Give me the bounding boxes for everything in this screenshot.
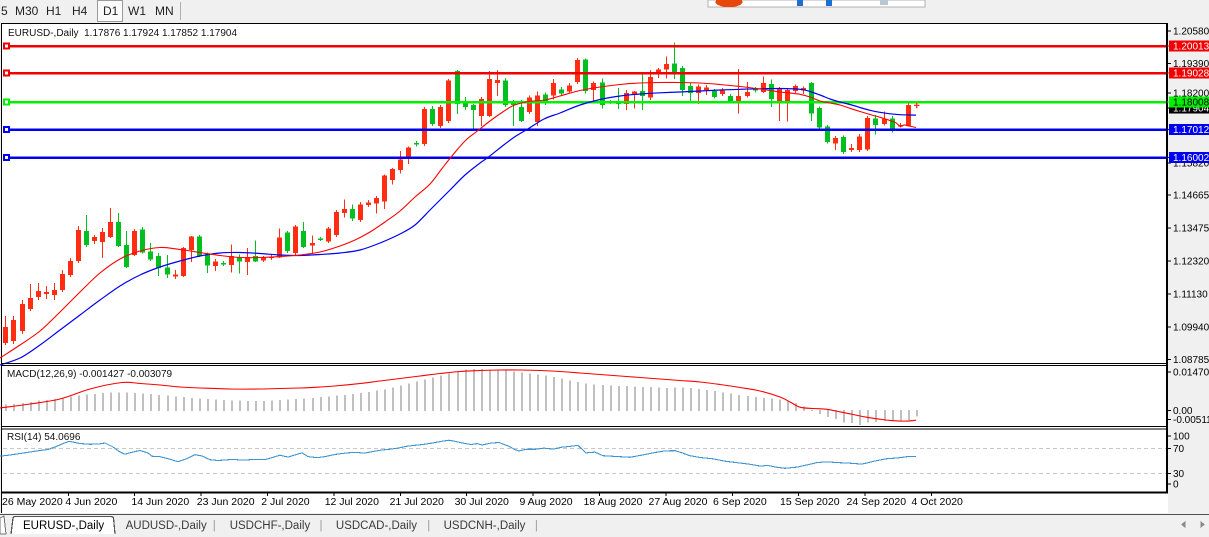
svg-text:MN: MN: [155, 4, 174, 18]
svg-text:1.18008: 1.18008: [1173, 98, 1209, 109]
svg-text:0.00: 0.00: [1173, 406, 1193, 417]
svg-text:1.17904: 1.17904: [1173, 104, 1209, 115]
svg-text:1.17012: 1.17012: [1173, 125, 1209, 136]
svg-text:1.18200: 1.18200: [1173, 89, 1209, 100]
svg-text:100: 100: [1173, 432, 1190, 443]
svg-text:4 Oct 2020: 4 Oct 2020: [912, 496, 964, 508]
svg-text:14 Jun 2020: 14 Jun 2020: [131, 496, 189, 508]
svg-text:2 Jul 2020: 2 Jul 2020: [261, 496, 310, 508]
svg-text:RSI(14) 54.0696: RSI(14) 54.0696: [7, 432, 81, 443]
svg-text:23 Jun 2020: 23 Jun 2020: [197, 496, 255, 508]
svg-text:AUDUSD-,Daily: AUDUSD-,Daily: [126, 520, 207, 532]
svg-text:15 Sep 2020: 15 Sep 2020: [780, 496, 840, 508]
svg-text:W1: W1: [128, 4, 146, 18]
svg-text:30 Jul 2020: 30 Jul 2020: [455, 496, 509, 508]
svg-text:EURUSD-,Daily: EURUSD-,Daily: [23, 520, 104, 532]
svg-text:USDCHF-,Daily: USDCHF-,Daily: [230, 520, 311, 532]
svg-text:9 Aug 2020: 9 Aug 2020: [520, 496, 573, 508]
svg-text:6 Sep 2020: 6 Sep 2020: [713, 496, 767, 508]
svg-text:1.15820: 1.15820: [1173, 159, 1209, 170]
svg-text:0: 0: [1173, 479, 1179, 490]
svg-text:12 Jul 2020: 12 Jul 2020: [325, 496, 379, 508]
svg-text:21 Jul 2020: 21 Jul 2020: [390, 496, 444, 508]
svg-text:0.014706: 0.014706: [1173, 368, 1209, 379]
svg-text:1.09940: 1.09940: [1173, 323, 1209, 334]
svg-text:MACD(12,26,9) -0.001427 -0.003: MACD(12,26,9) -0.001427 -0.003079: [7, 369, 173, 380]
svg-text:1.20013: 1.20013: [1173, 42, 1209, 53]
svg-text:USDCAD-,Daily: USDCAD-,Daily: [336, 520, 417, 532]
svg-text:|: |: [213, 520, 216, 532]
svg-text:24 Sep 2020: 24 Sep 2020: [847, 496, 907, 508]
svg-text:-0.005113: -0.005113: [1173, 415, 1209, 426]
svg-text:H1: H1: [46, 4, 62, 18]
svg-text:1.11130: 1.11130: [1173, 290, 1208, 301]
svg-text:M30: M30: [15, 4, 39, 18]
svg-text:H4: H4: [72, 4, 88, 18]
svg-text:|: |: [535, 520, 538, 532]
svg-text:1.12320: 1.12320: [1173, 257, 1209, 268]
svg-text:1.16002: 1.16002: [1173, 153, 1209, 164]
svg-text:1.20580: 1.20580: [1173, 27, 1209, 38]
svg-text:EURUSD-,Daily 1.17876 1.17924: EURUSD-,Daily 1.17876 1.17924 1.17852 1.…: [8, 28, 237, 39]
svg-text:1.19028: 1.19028: [1173, 69, 1209, 80]
svg-text:26 May 2020: 26 May 2020: [2, 496, 63, 508]
svg-text:|: |: [427, 520, 430, 532]
svg-text:27 Aug 2020: 27 Aug 2020: [649, 496, 708, 508]
svg-text:70: 70: [1173, 444, 1185, 455]
svg-text:5: 5: [1, 4, 8, 18]
svg-text:USDCNH-,Daily: USDCNH-,Daily: [444, 520, 526, 532]
svg-text:30: 30: [1173, 469, 1185, 480]
svg-text:1.19390: 1.19390: [1173, 59, 1209, 70]
svg-text:1.13475: 1.13475: [1173, 224, 1209, 235]
svg-text:4 Jun 2020: 4 Jun 2020: [65, 496, 117, 508]
svg-text:1.08785: 1.08785: [1173, 355, 1209, 366]
svg-text:18 Aug 2020: 18 Aug 2020: [584, 496, 643, 508]
svg-text:D1: D1: [103, 4, 119, 18]
svg-text:|: |: [320, 520, 323, 532]
svg-text:1.14665: 1.14665: [1173, 191, 1209, 202]
